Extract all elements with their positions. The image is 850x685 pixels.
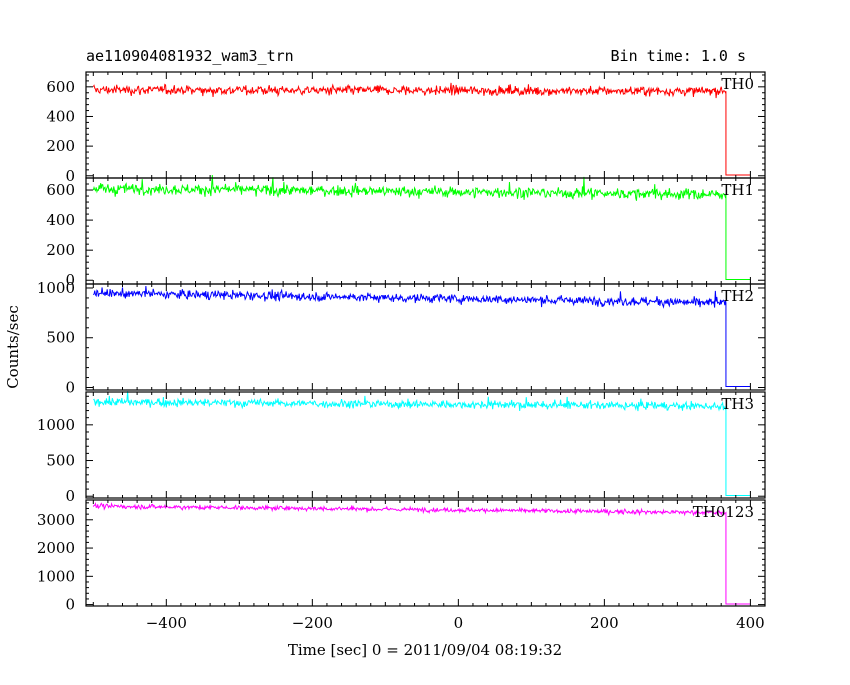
panel-label-th0: TH0	[721, 75, 754, 93]
y-tick-label: 500	[46, 329, 75, 347]
panels-group: 0 200 400 600 TH0 0 200 400 600 TH1 0 500 1000 TH2 0 50…	[37, 71, 766, 632]
panel-frame	[85, 283, 766, 391]
y-tick-label: 1000	[37, 416, 75, 434]
panel-frame	[85, 499, 766, 607]
y-tick-label: 0	[65, 167, 75, 185]
y-tick-label: 600	[46, 78, 75, 96]
y-tick-label: 500	[46, 452, 75, 470]
panel-th1: 0 200 400 600 TH1	[46, 174, 766, 289]
panel-th0123: 0 1000 2000 3000 TH0123	[37, 499, 766, 614]
figure-title: ae110904081932_wam3_trn	[86, 47, 294, 65]
y-tick-label: 200	[46, 137, 75, 155]
y-tick-label: 0	[65, 379, 75, 397]
series-line-th3	[93, 391, 751, 496]
y-tick-label: 0	[65, 271, 75, 289]
y-tick-label: 2000	[37, 539, 75, 557]
y-tick-label: 400	[46, 211, 75, 229]
bin-time-label: Bin time: 1.0 s	[611, 47, 746, 65]
y-axis-label: Counts/sec	[4, 305, 22, 389]
y-tick-label: 1000	[37, 567, 75, 585]
panel-label-th2: TH2	[721, 287, 754, 305]
y-tick-label: 0	[65, 596, 75, 614]
panel-frame	[85, 391, 766, 499]
y-tick-label: 600	[46, 181, 75, 199]
y-tick-label: 0	[65, 487, 75, 505]
series-line-th0	[92, 82, 751, 176]
panel-label-th3: TH3	[721, 395, 754, 413]
series-line-th1	[92, 174, 751, 280]
x-tick-label: 0	[454, 614, 464, 632]
y-tick-label: 3000	[37, 511, 75, 529]
y-tick-label: 1000	[37, 279, 75, 297]
series-line-th2	[92, 285, 751, 388]
x-tick-label: 200	[590, 614, 619, 632]
x-tick-label: −400	[146, 614, 187, 632]
series-line-th0123	[92, 501, 751, 605]
y-tick-label: 200	[46, 241, 75, 259]
panel-label-th1: TH1	[721, 181, 754, 199]
panel-th2: 0 500 1000 TH2	[37, 279, 766, 397]
y-tick-label: 400	[46, 107, 75, 125]
panel-th3: 0 500 1000 TH3	[37, 391, 766, 505]
x-tick-label: 400	[736, 614, 765, 632]
panel-th0: 0 200 400 600 TH0	[46, 71, 766, 185]
x-axis-label: Time [sec] 0 = 2011/09/04 08:19:32	[288, 641, 562, 659]
panel-label-th0123: TH0123	[693, 503, 754, 521]
x-tick-label: −200	[292, 614, 333, 632]
